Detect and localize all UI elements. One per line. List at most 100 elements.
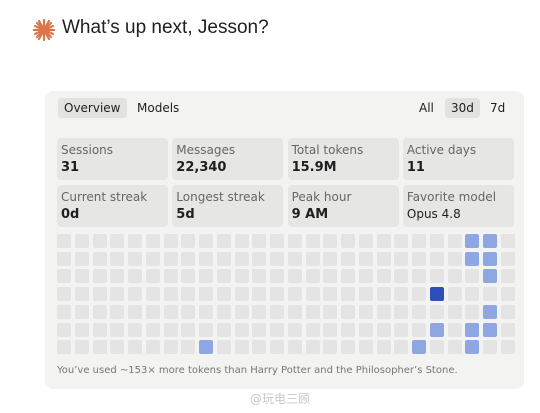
tab[interactable]: Models (137, 101, 180, 115)
stat-card: Current streak 0d (57, 185, 168, 227)
heatmap-cell (110, 340, 125, 355)
heatmap-cell (500, 251, 515, 266)
heatmap-cell (412, 251, 426, 266)
heatmap-cell (145, 287, 160, 302)
heatmap-cell (376, 251, 391, 266)
heatmap-cell (216, 234, 231, 248)
heatmap-cell (447, 287, 462, 302)
stat-value: 0d (61, 207, 80, 222)
stat-value: 15.9M (291, 160, 337, 175)
heatmap-cell (145, 340, 160, 355)
footer-note: You’ve used ~153× more tokens than Harry… (57, 365, 458, 376)
heatmap-cell (74, 251, 89, 266)
heatmap-cell (181, 287, 196, 302)
heatmap-cell (429, 304, 444, 319)
heatmap-cell (252, 269, 267, 284)
stat-label: Favorite model (406, 190, 497, 204)
heatmap-cell (500, 304, 515, 319)
heatmap-cell (465, 340, 480, 355)
heatmap-cell (376, 304, 391, 319)
heatmap-cell (270, 287, 284, 302)
heatmap-cell (358, 269, 373, 284)
heatmap-cell (181, 304, 196, 319)
heatmap-cell (74, 322, 89, 337)
heatmap-cell (394, 340, 409, 355)
heatmap-cell (447, 322, 462, 337)
heatmap-cell (270, 304, 284, 319)
heatmap-cell (270, 251, 284, 266)
heatmap-cell (252, 304, 267, 319)
heatmap-cell (323, 269, 338, 284)
heatmap-cell (447, 251, 462, 266)
heatmap-cell (199, 340, 213, 355)
heatmap-cell (128, 322, 142, 337)
heatmap-cell (128, 234, 142, 248)
range-option[interactable]: 7d (490, 101, 506, 115)
heatmap-cell (234, 234, 249, 248)
heatmap-cell (74, 234, 89, 248)
heatmap-cell (216, 251, 231, 266)
heatmap-cell (341, 234, 355, 248)
heatmap-cell (199, 251, 213, 266)
heatmap-cell (394, 287, 409, 302)
heatmap-cell (234, 340, 249, 355)
heatmap-cell (358, 234, 373, 248)
stat-value: 22,340 (176, 160, 227, 175)
heatmap-cell (287, 287, 302, 302)
heatmap-cell (181, 234, 196, 248)
stat-card: Favorite model Opus 4.8 (402, 185, 514, 227)
stat-label: Active days (406, 143, 477, 157)
heatmap-cell (234, 269, 249, 284)
heatmap-cell (252, 287, 267, 302)
heatmap-cell (323, 322, 338, 337)
heatmap-cell (57, 251, 71, 266)
heatmap-cell (216, 304, 231, 319)
watermark: @玩电三顾 (250, 392, 311, 406)
heatmap-cell (358, 287, 373, 302)
heatmap-cell (465, 251, 480, 266)
tab[interactable]: Overview (58, 98, 127, 118)
heatmap-cell (305, 269, 320, 284)
heatmap-cell (270, 340, 284, 355)
heatmap-cell (376, 287, 391, 302)
heatmap-cell (163, 340, 178, 355)
heatmap-cell (358, 340, 373, 355)
heatmap-cell (447, 234, 462, 248)
heatmap-cell (234, 287, 249, 302)
heatmap-cell (376, 269, 391, 284)
heatmap-cell (465, 234, 480, 248)
heatmap-cell (500, 269, 515, 284)
heatmap-cell (394, 234, 409, 248)
heatmap-cell (74, 287, 89, 302)
heatmap-cell (465, 322, 480, 337)
heatmap-cell (128, 269, 142, 284)
heatmap-cell (412, 322, 426, 337)
heatmap-cell (216, 340, 231, 355)
range-option[interactable]: 30d (445, 98, 480, 118)
heatmap-cell (74, 304, 89, 319)
heatmap-cell (270, 269, 284, 284)
heatmap-cell (92, 340, 107, 355)
heatmap-cell (74, 340, 89, 355)
heatmap-cell (110, 304, 125, 319)
heatmap-cell (287, 340, 302, 355)
heatmap-cell (110, 287, 125, 302)
heatmap-cell (252, 322, 267, 337)
heatmap-cell (216, 322, 231, 337)
heatmap-cell (429, 322, 444, 337)
stat-value: Opus 4.8 (406, 207, 461, 221)
range-option[interactable]: All (419, 101, 434, 115)
heatmap-cell (163, 251, 178, 266)
heatmap-cell (341, 340, 355, 355)
stat-card: Sessions 31 (57, 138, 168, 180)
heatmap-cell (500, 322, 515, 337)
heatmap-cell (57, 234, 71, 248)
heatmap-cell (287, 304, 302, 319)
heatmap-cell (128, 251, 142, 266)
heatmap-cell (358, 251, 373, 266)
heatmap-cell (412, 340, 426, 355)
heatmap-cell (358, 322, 373, 337)
heatmap-cell (110, 322, 125, 337)
heatmap-cell (163, 234, 178, 248)
